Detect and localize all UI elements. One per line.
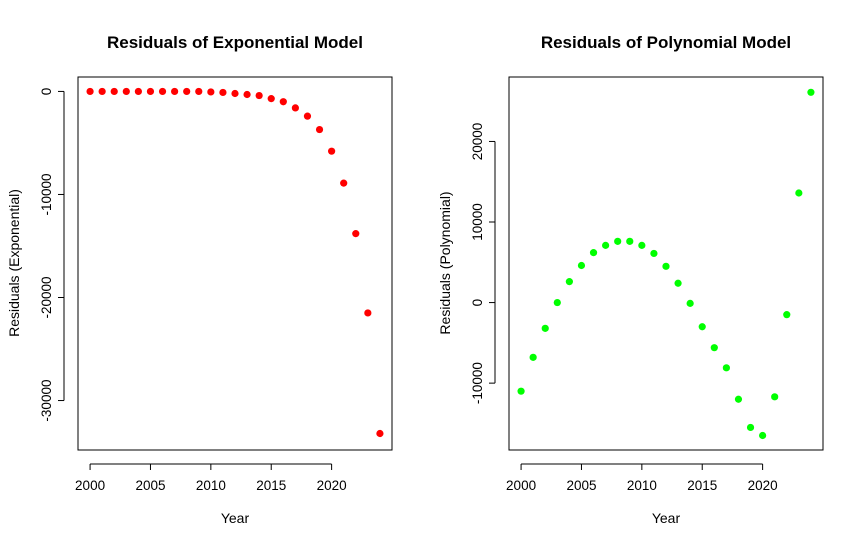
exponential-x-tick-label: 2010 — [196, 478, 226, 493]
exponential-y-tick-label: -10000 — [39, 173, 54, 215]
polynomial-point — [710, 344, 718, 352]
exponential-points — [86, 87, 384, 438]
polynomial-point — [734, 395, 743, 403]
polynomial-point — [638, 241, 646, 249]
polynomial-x-tick-label: 2020 — [748, 478, 778, 493]
polynomial-point — [783, 311, 791, 319]
polynomial-y-tick-label: 10000 — [470, 203, 485, 241]
exponential-point — [134, 87, 142, 96]
exponential-residuals-panel: Residuals of Exponential Model 2000 2005 2… — [6, 33, 393, 526]
exponential-point — [195, 87, 203, 96]
polynomial-y-tick-label: 20000 — [470, 123, 485, 161]
polynomial-point — [529, 353, 537, 361]
exponential-point — [110, 87, 118, 96]
polynomial-point — [662, 262, 670, 270]
exponential-point — [303, 112, 312, 120]
polynomial-point — [686, 299, 694, 307]
exponential-point — [267, 95, 275, 103]
exponential-x-axis-label: Year — [221, 510, 250, 526]
polynomial-x-axis-label: Year — [652, 510, 681, 526]
polynomial-x-tick-label: 2015 — [687, 478, 717, 493]
exponential-point — [352, 230, 360, 238]
polynomial-point — [722, 364, 730, 372]
exponential-y-tick-label: 0 — [39, 88, 54, 96]
polynomial-point — [674, 279, 682, 287]
polynomial-chart-title: Residuals of Polynomial Model — [541, 33, 791, 52]
exponential-x-tick-label: 2020 — [317, 478, 347, 493]
polynomial-point — [541, 324, 549, 332]
exponential-x-axis: 2000 2005 2010 2015 2020 — [75, 463, 347, 493]
polynomial-point — [795, 189, 803, 197]
exponential-plot-frame — [77, 76, 393, 451]
polynomial-point — [746, 423, 755, 432]
polynomial-point — [650, 249, 658, 258]
exponential-point — [86, 87, 94, 96]
polynomial-y-tick-label: 0 — [470, 299, 485, 307]
exponential-y-axis: 0 -10000 -20000 -30000 — [39, 88, 65, 422]
polynomial-y-tick-label: -10000 — [470, 362, 485, 404]
exponential-x-tick-label: 2005 — [135, 478, 165, 493]
polynomial-point — [565, 278, 573, 286]
polynomial-x-axis: 2000 2005 2010 2015 2020 — [506, 463, 778, 493]
exponential-x-tick-label: 2015 — [256, 478, 286, 493]
polynomial-x-tick-label: 2005 — [566, 478, 596, 493]
exponential-point — [158, 87, 167, 96]
exponential-point — [340, 179, 348, 187]
exponential-y-tick-label: -30000 — [39, 380, 54, 422]
polynomial-point — [553, 298, 561, 307]
polynomial-point — [807, 88, 815, 96]
polynomial-point — [577, 261, 586, 270]
polynomial-point — [759, 431, 767, 440]
polynomial-point — [626, 237, 634, 245]
polynomial-x-tick-label: 2010 — [627, 478, 657, 493]
polynomial-points — [517, 88, 815, 440]
exponential-point — [315, 125, 324, 134]
polynomial-x-tick-label: 2000 — [506, 478, 536, 493]
exponential-point — [364, 309, 372, 317]
exponential-point — [122, 87, 130, 96]
exponential-chart-title: Residuals of Exponential Model — [107, 33, 363, 52]
exponential-point — [376, 429, 384, 438]
polynomial-point — [602, 241, 610, 249]
exponential-x-tick-label: 2000 — [75, 478, 105, 493]
exponential-point — [207, 88, 215, 96]
polynomial-point — [771, 393, 779, 401]
polynomial-y-axis: -10000 0 10000 20000 — [470, 123, 496, 404]
polynomial-plot-frame — [508, 76, 824, 451]
polynomial-y-axis-label: Residuals (Polynomial) — [437, 191, 453, 334]
exponential-point — [146, 87, 155, 96]
exponential-point — [291, 104, 299, 112]
exponential-point — [98, 87, 106, 96]
polynomial-point — [698, 323, 706, 331]
exponential-y-tick-label: -20000 — [39, 276, 54, 318]
polynomial-point — [517, 387, 525, 395]
exponential-point — [243, 90, 251, 99]
polynomial-residuals-panel: Residuals of Polynomial Model 2000 2005 20… — [437, 33, 824, 526]
exponential-point — [231, 89, 239, 98]
exponential-y-axis-label: Residuals (Exponential) — [6, 189, 22, 337]
exponential-point — [171, 87, 179, 96]
exponential-point — [183, 87, 191, 96]
exponential-point — [279, 98, 287, 106]
exponential-point — [328, 147, 336, 155]
exponential-point — [255, 91, 263, 100]
polynomial-point — [614, 237, 622, 245]
polynomial-point — [589, 249, 598, 257]
exponential-point — [219, 88, 227, 97]
